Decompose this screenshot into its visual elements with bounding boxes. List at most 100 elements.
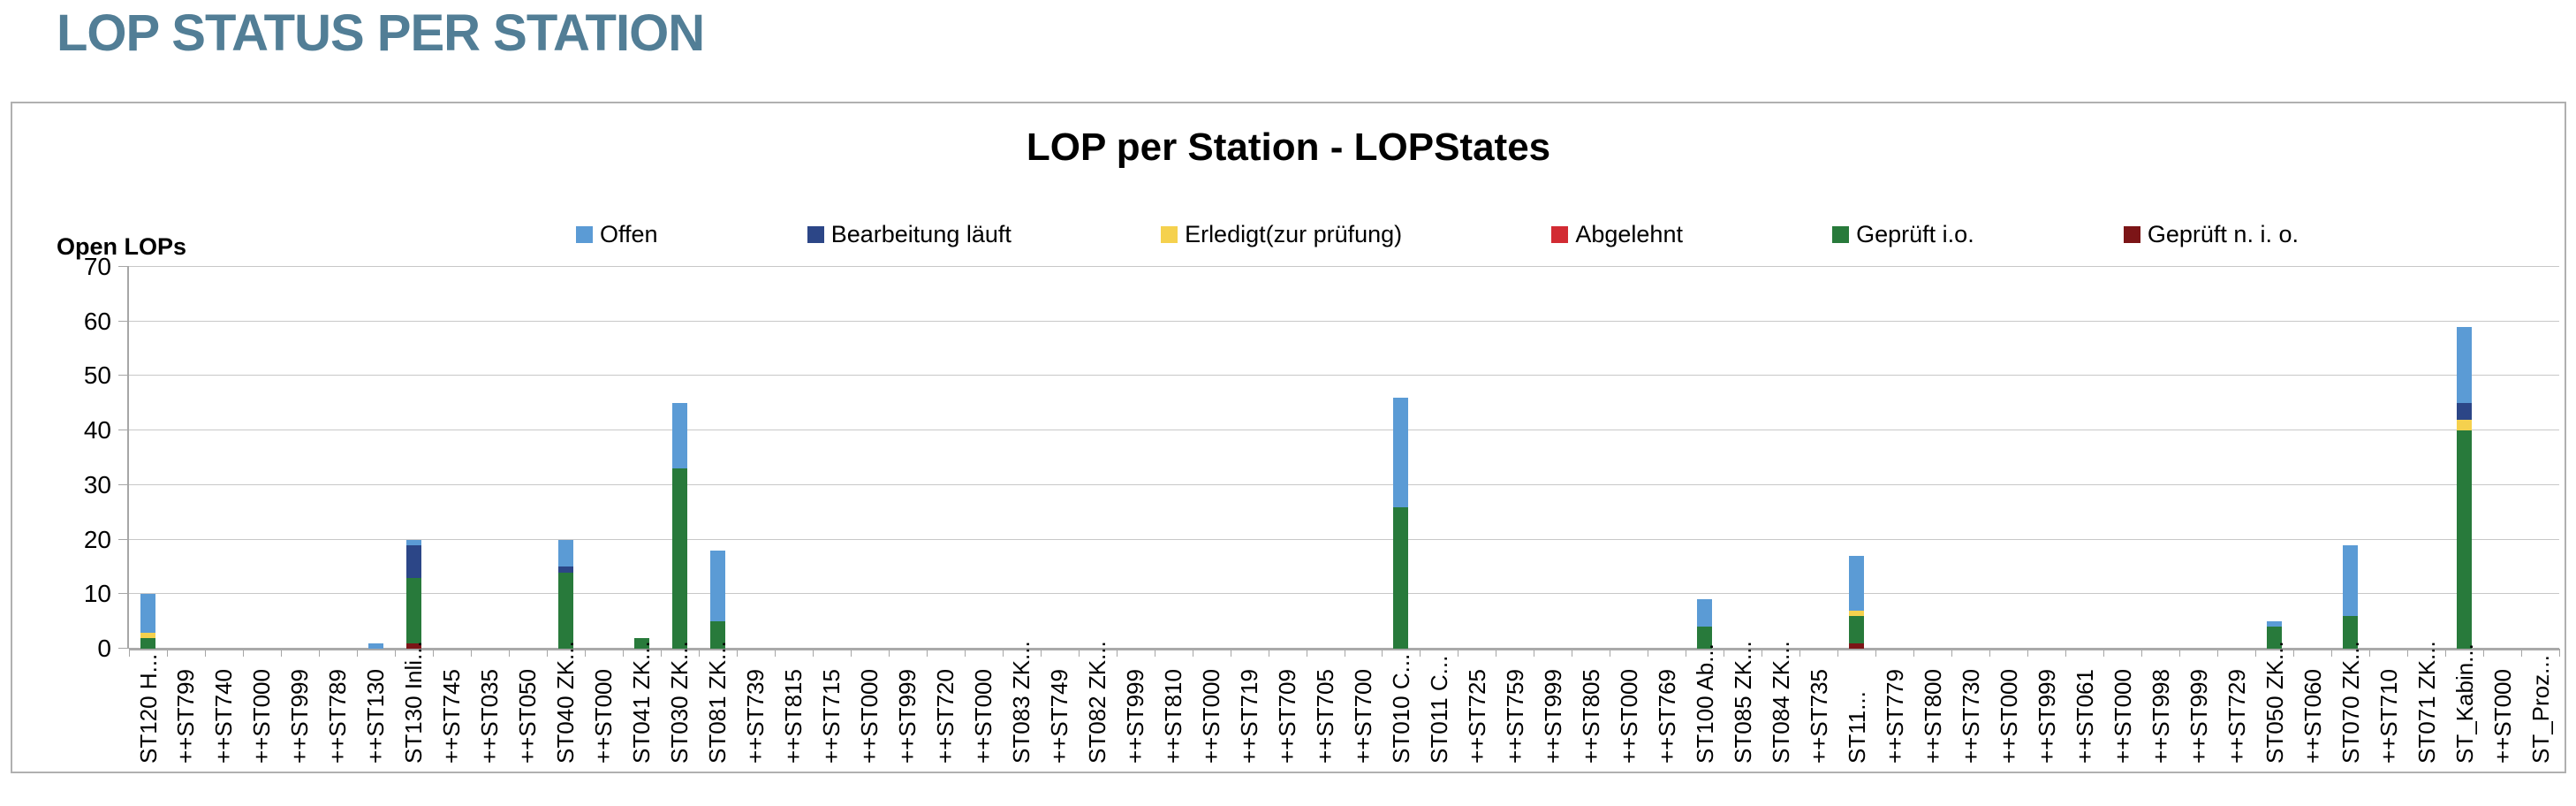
x-axis-tick bbox=[166, 649, 168, 657]
x-axis-tick bbox=[964, 649, 966, 657]
bar-segment bbox=[1849, 643, 1865, 649]
x-axis-tick bbox=[394, 649, 396, 657]
x-axis-tick bbox=[888, 649, 890, 657]
chart-title: LOP per Station - LOPStates bbox=[1026, 125, 1551, 169]
x-axis-label: ++ST815 bbox=[780, 669, 807, 764]
y-axis-tick bbox=[118, 266, 129, 267]
bar-segment bbox=[557, 572, 573, 649]
x-axis-tick bbox=[1989, 649, 1991, 657]
x-axis-label: ST011 C... bbox=[1425, 655, 1452, 764]
x-axis-tick bbox=[2445, 649, 2447, 657]
x-axis-tick bbox=[2103, 649, 2105, 657]
x-axis-label: ++ST799 bbox=[172, 669, 200, 764]
bar-segment bbox=[2457, 430, 2473, 649]
x-axis-tick bbox=[2559, 649, 2560, 657]
x-axis-tick bbox=[774, 649, 776, 657]
x-axis-tick bbox=[584, 649, 586, 657]
x-axis-label: ++ST000 bbox=[2109, 669, 2136, 764]
x-axis-tick bbox=[1875, 649, 1877, 657]
gridline bbox=[129, 266, 2559, 267]
bar-segment bbox=[671, 403, 687, 469]
x-axis-label: ST100 Ab... bbox=[1691, 643, 1718, 764]
x-axis-label: ++ST000 bbox=[970, 669, 997, 764]
gridline bbox=[129, 320, 2559, 322]
bar-segment bbox=[2457, 326, 2473, 404]
x-axis-tick bbox=[1002, 649, 1004, 657]
x-axis-tick bbox=[2483, 649, 2485, 657]
x-axis-label: ++ST999 bbox=[2185, 669, 2212, 764]
x-axis-label: ++ST999 bbox=[286, 669, 314, 764]
legend-item: Erledigt(zur prüfung) bbox=[1161, 221, 1402, 248]
x-axis-label: ++ST725 bbox=[1463, 669, 1490, 764]
x-axis-label: ++ST735 bbox=[1805, 669, 1832, 764]
bar-segment bbox=[2267, 621, 2283, 627]
x-axis-tick bbox=[850, 649, 852, 657]
x-axis-label: ST_Kabin... bbox=[2451, 643, 2478, 764]
y-axis-tick bbox=[118, 593, 129, 595]
x-axis-tick bbox=[2331, 649, 2333, 657]
bar-segment bbox=[2457, 403, 2473, 420]
x-axis-tick bbox=[1382, 649, 1383, 657]
y-axis-tick bbox=[118, 483, 129, 485]
x-axis-tick bbox=[432, 649, 434, 657]
x-axis-label: ST130 Inli... bbox=[400, 641, 428, 764]
x-axis-label: ++ST061 bbox=[2071, 669, 2098, 764]
x-axis-tick bbox=[1913, 649, 1915, 657]
x-axis-label: ST040 ZK... bbox=[552, 641, 580, 764]
gridline bbox=[129, 538, 2559, 540]
x-axis-label: ++ST000 bbox=[590, 669, 617, 764]
gridline bbox=[129, 483, 2559, 485]
legend-label: Geprüft n. i. o. bbox=[2147, 221, 2299, 247]
x-axis-label: ST010 C... bbox=[1387, 653, 1414, 764]
plot-area: 0 10 20 30 40 50 60 70 ST120 H... ++ST799 ++ST740 +… bbox=[84, 254, 2560, 764]
legend-swatch-gepr-ft-n-i-o- bbox=[2123, 226, 2140, 243]
x-axis-tick bbox=[129, 649, 130, 657]
x-axis-label: ++ST719 bbox=[1236, 669, 1263, 764]
x-axis-label: ++ST999 bbox=[1539, 669, 1566, 764]
legend-item: Offen bbox=[576, 221, 658, 248]
x-axis-tick bbox=[356, 649, 358, 657]
x-axis-tick bbox=[660, 649, 662, 657]
x-axis-tick bbox=[1116, 649, 1118, 657]
legend-swatch-gepr-ft-i-o- bbox=[1832, 226, 1850, 243]
x-axis-label: ++ST000 bbox=[1995, 669, 2022, 764]
legend-label: Bearbeitung läuft bbox=[830, 221, 1011, 247]
y-axis-tick-label: 50 bbox=[83, 361, 111, 390]
x-axis-label: ++ST999 bbox=[894, 669, 921, 764]
legend-item: Bearbeitung läuft bbox=[807, 221, 1011, 248]
legend-swatch-abgelehnt bbox=[1551, 226, 1569, 243]
x-axis-label: ++ST050 bbox=[514, 669, 542, 764]
x-axis-tick bbox=[2521, 649, 2523, 657]
x-axis-label: ST081 ZK... bbox=[704, 641, 731, 764]
x-axis-tick bbox=[2217, 649, 2219, 657]
x-axis-tick bbox=[2027, 649, 2029, 657]
x-axis-tick bbox=[1837, 649, 1839, 657]
legend-label: Erledigt(zur prüfung) bbox=[1185, 221, 1403, 247]
legend-label: Geprüft i.o. bbox=[1856, 221, 1974, 247]
bar-segment bbox=[405, 539, 421, 545]
y-axis-tick-label: 0 bbox=[97, 635, 111, 662]
x-axis-label: ST041 ZK... bbox=[628, 641, 655, 764]
x-axis-label: ST071 ZK... bbox=[2413, 641, 2440, 764]
y-axis-tick-label: 20 bbox=[83, 525, 111, 553]
x-axis-tick bbox=[470, 649, 472, 657]
y-axis-tick bbox=[118, 375, 129, 376]
bar-segment bbox=[709, 621, 725, 649]
x-axis-label: ++ST779 bbox=[1881, 669, 1908, 764]
legend-swatch-erledigt-zur-pr-fung- bbox=[1161, 226, 1178, 243]
x-axis-line bbox=[129, 648, 2559, 650]
bar-segment bbox=[140, 637, 155, 649]
x-axis-label: ++ST805 bbox=[1577, 669, 1604, 764]
x-axis-label: ST082 ZK... bbox=[1084, 641, 1111, 764]
x-axis-tick bbox=[812, 649, 814, 657]
x-axis-label: ++ST749 bbox=[1046, 669, 1073, 764]
x-axis-tick bbox=[698, 649, 700, 657]
x-axis-label: ST083 ZK... bbox=[1008, 641, 1035, 764]
chart-container: LOP per Station - LOPStates Offen Bearbei… bbox=[11, 102, 2566, 773]
x-axis-label: ++ST715 bbox=[818, 669, 845, 764]
x-axis-label: ++ST060 bbox=[2299, 669, 2326, 764]
bar-segment bbox=[633, 637, 649, 649]
gridline bbox=[129, 375, 2559, 376]
x-axis-tick bbox=[2179, 649, 2181, 657]
gridline bbox=[129, 593, 2559, 595]
